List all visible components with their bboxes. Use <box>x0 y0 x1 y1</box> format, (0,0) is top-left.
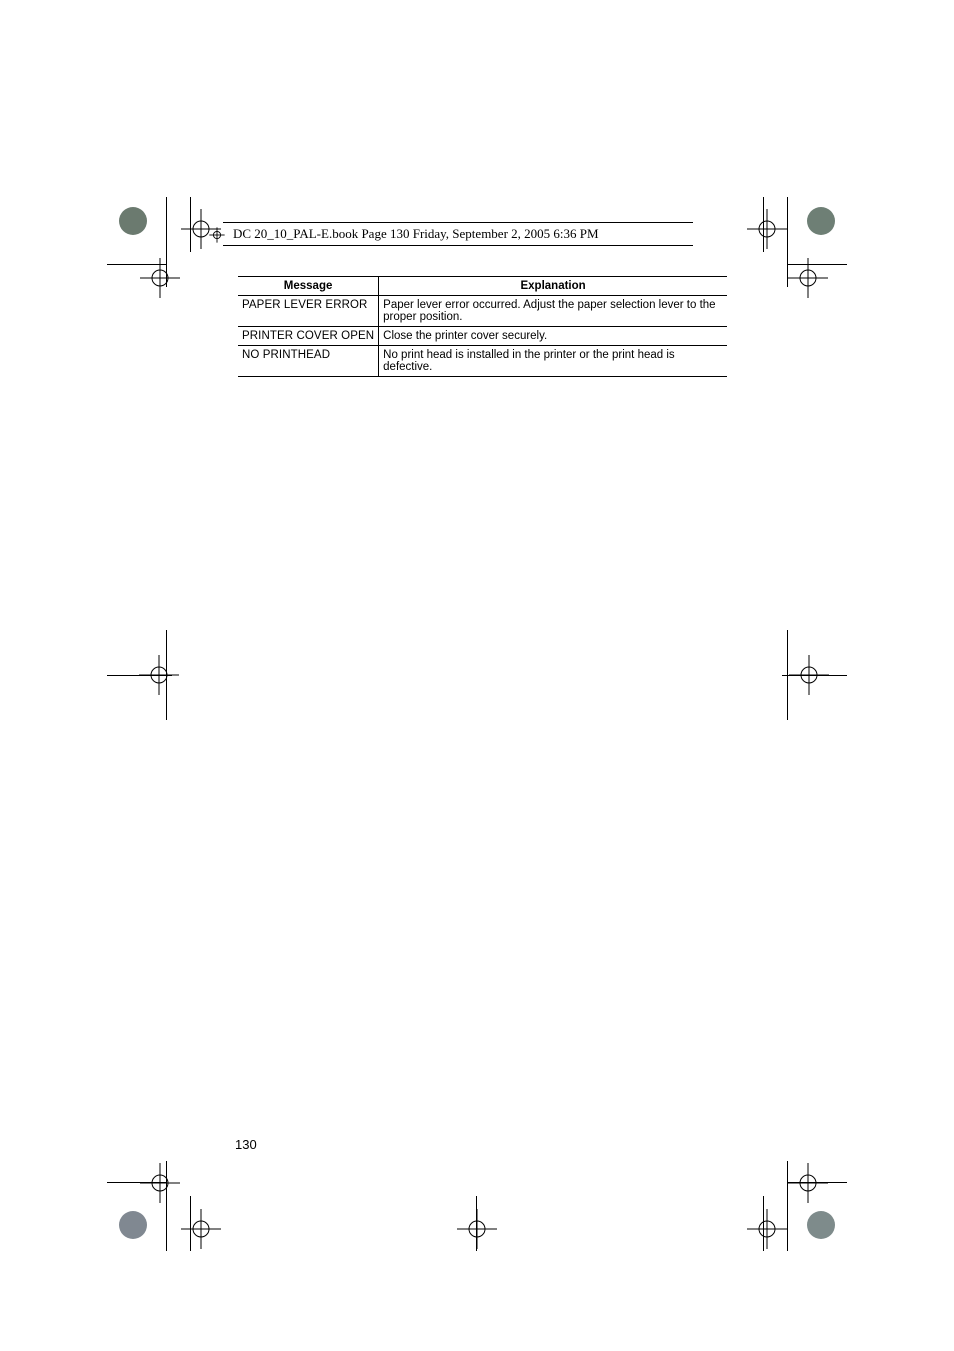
cell-message: PRINTER COVER OPEN <box>238 327 379 346</box>
swatch-top-right <box>807 207 835 235</box>
crop-line <box>787 264 847 265</box>
crop-line <box>166 1161 167 1251</box>
table-row: PRINTER COVER OPEN Close the printer cov… <box>238 327 727 346</box>
header-meta-text: DC 20_10_PAL-E.book Page 130 Friday, Sep… <box>233 226 599 241</box>
mini-target-icon <box>208 226 226 251</box>
reg-target-right-mid <box>789 655 815 681</box>
reg-target-bottom-mid-left <box>181 1209 207 1235</box>
reg-target-left-mid <box>139 655 165 681</box>
th-explanation: Explanation <box>379 277 727 296</box>
reg-target-top-left <box>140 258 166 284</box>
crop-line <box>107 675 172 676</box>
reg-target-top-right <box>788 258 814 284</box>
swatch-bottom-left <box>119 1211 147 1239</box>
crop-line <box>190 197 191 252</box>
reg-target-bottom-mid-right <box>747 1209 773 1235</box>
reg-target-bottom-center <box>457 1209 483 1235</box>
table-row: PAPER LEVER ERROR Paper lever error occu… <box>238 296 727 327</box>
header-meta: DC 20_10_PAL-E.book Page 130 Friday, Sep… <box>223 222 693 246</box>
reg-target-top-mid-left <box>181 209 207 235</box>
cell-explanation: Close the printer cover securely. <box>379 327 727 346</box>
table-row: NO PRINTHEAD No print head is installed … <box>238 346 727 377</box>
crop-line <box>476 1196 477 1251</box>
page-number: 130 <box>235 1137 257 1152</box>
cell-message: PAPER LEVER ERROR <box>238 296 379 327</box>
message-table: Message Explanation PAPER LEVER ERROR Pa… <box>238 276 727 377</box>
reg-target-top-mid-right <box>747 209 773 235</box>
reg-target-bottom-left <box>140 1163 166 1189</box>
th-message: Message <box>238 277 379 296</box>
swatch-bottom-right <box>807 1211 835 1239</box>
crop-line <box>763 197 764 252</box>
crop-line <box>787 630 788 720</box>
table-header-row: Message Explanation <box>238 277 727 296</box>
crop-line <box>787 1182 847 1183</box>
cell-explanation: Paper lever error occurred. Adjust the p… <box>379 296 727 327</box>
crop-line <box>166 197 167 287</box>
crop-line <box>107 264 167 265</box>
crop-line <box>763 1196 764 1251</box>
cell-message: NO PRINTHEAD <box>238 346 379 377</box>
crop-line <box>787 197 788 287</box>
swatch-top-left <box>119 207 147 235</box>
crop-line <box>782 675 847 676</box>
crop-line <box>166 630 167 720</box>
content-area: Message Explanation PAPER LEVER ERROR Pa… <box>238 276 727 377</box>
reg-target-bottom-right <box>788 1163 814 1189</box>
crop-line <box>190 1196 191 1251</box>
cell-explanation: No print head is installed in the printe… <box>379 346 727 377</box>
crop-line <box>107 1182 167 1183</box>
crop-line <box>787 1161 788 1251</box>
